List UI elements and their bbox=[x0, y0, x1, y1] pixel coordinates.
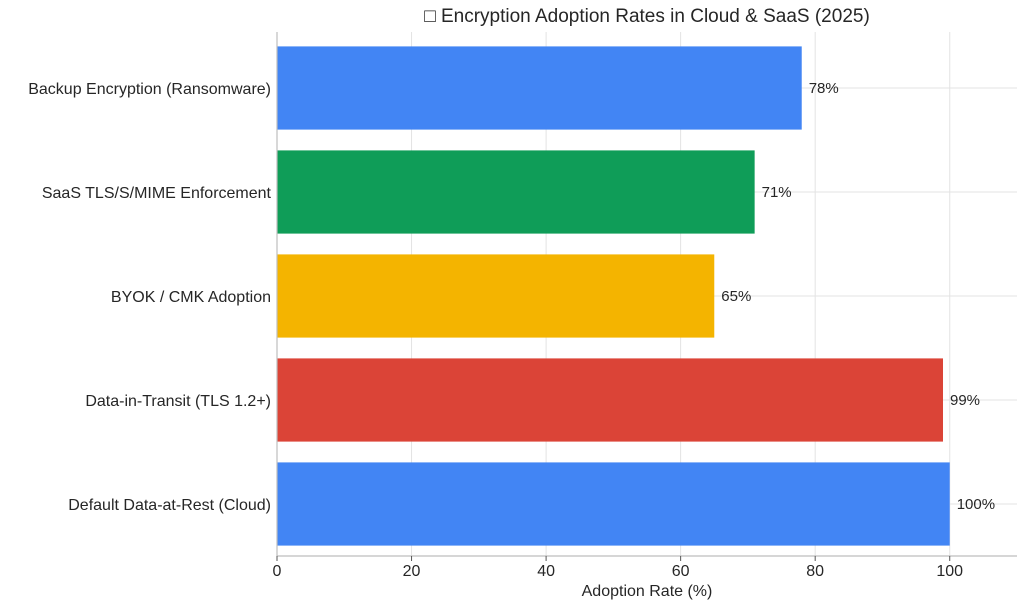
category-label-2: BYOK / CMK Adoption bbox=[111, 289, 271, 306]
axes bbox=[276, 32, 1017, 557]
bar-0 bbox=[277, 46, 802, 130]
bars bbox=[277, 46, 950, 546]
x-tick-label-80: 80 bbox=[806, 563, 824, 580]
value-label-4: 100% bbox=[957, 496, 995, 513]
value-label-3: 99% bbox=[950, 392, 980, 409]
category-label-0: Backup Encryption (Ransomware) bbox=[28, 81, 271, 98]
value-labels: 78% 71% 65% 99% 100% bbox=[721, 80, 995, 513]
value-label-1: 71% bbox=[762, 184, 792, 201]
x-tick-label-60: 60 bbox=[672, 563, 690, 580]
bar-3 bbox=[277, 358, 943, 442]
category-label-4: Default Data-at-Rest (Cloud) bbox=[68, 497, 271, 514]
category-labels: Backup Encryption (Ransomware) SaaS TLS/S… bbox=[28, 81, 271, 514]
bar-2 bbox=[277, 254, 715, 338]
chart-title: □ Encryption Adoption Rates in Cloud & S… bbox=[424, 6, 870, 27]
value-label-0: 78% bbox=[809, 80, 839, 97]
bar-4 bbox=[277, 462, 950, 546]
x-ticks: 0 20 40 60 80 100 bbox=[273, 556, 963, 580]
bar-1 bbox=[277, 150, 755, 234]
x-tick-label-40: 40 bbox=[537, 563, 555, 580]
x-axis-title: Adoption Rate (%) bbox=[582, 583, 713, 600]
category-label-1: SaaS TLS/S/MIME Enforcement bbox=[42, 185, 272, 202]
x-tick-label-20: 20 bbox=[403, 563, 421, 580]
category-label-3: Data-in-Transit (TLS 1.2+) bbox=[85, 393, 271, 410]
value-label-2: 65% bbox=[721, 288, 751, 305]
x-tick-label-100: 100 bbox=[936, 563, 963, 580]
x-tick-label-0: 0 bbox=[273, 563, 282, 580]
